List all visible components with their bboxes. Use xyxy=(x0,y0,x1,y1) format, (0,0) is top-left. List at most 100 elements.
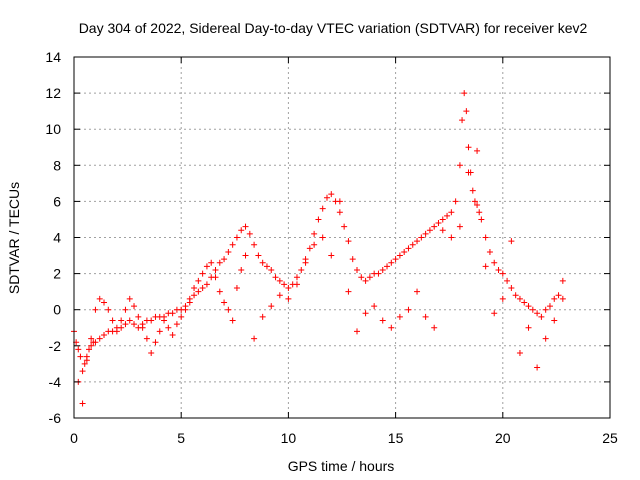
x-tick-label: 5 xyxy=(177,430,185,446)
x-tick-label: 20 xyxy=(495,430,511,446)
data-point xyxy=(414,288,421,295)
data-point xyxy=(208,259,215,266)
x-tick-label: 25 xyxy=(602,430,618,446)
data-point xyxy=(229,317,236,324)
data-point xyxy=(521,299,528,306)
data-point xyxy=(499,295,506,302)
data-point xyxy=(439,227,446,234)
data-point xyxy=(88,335,95,342)
data-point xyxy=(392,256,399,263)
data-point xyxy=(302,259,309,266)
data-point xyxy=(482,234,489,241)
data-point xyxy=(362,310,369,317)
data-point xyxy=(358,274,365,281)
data-point xyxy=(79,368,86,375)
y-tick-label: -4 xyxy=(49,374,62,390)
data-point xyxy=(448,234,455,241)
x-tick-label: 15 xyxy=(388,430,404,446)
data-point xyxy=(96,295,103,302)
data-point xyxy=(293,281,300,288)
data-point xyxy=(195,288,202,295)
data-point xyxy=(328,252,335,259)
data-point xyxy=(362,277,369,284)
data-point xyxy=(426,227,433,234)
data-point xyxy=(525,324,532,331)
data-point xyxy=(431,324,438,331)
grid-lines xyxy=(74,57,610,418)
data-point xyxy=(328,191,335,198)
data-point xyxy=(156,328,163,335)
data-point xyxy=(319,234,326,241)
data-point xyxy=(379,266,386,273)
data-point xyxy=(546,303,553,310)
data-point xyxy=(186,295,193,302)
data-point xyxy=(529,306,536,313)
data-point xyxy=(238,227,245,234)
data-point xyxy=(122,306,129,313)
data-point xyxy=(525,303,532,310)
data-point xyxy=(354,328,361,335)
x-tick-label: 0 xyxy=(70,430,78,446)
data-point xyxy=(516,350,523,357)
data-point xyxy=(225,306,232,313)
data-point xyxy=(534,310,541,317)
data-point xyxy=(169,310,176,317)
data-point xyxy=(92,339,99,346)
data-point xyxy=(474,147,481,154)
data-point xyxy=(199,270,206,277)
data-point xyxy=(495,266,502,273)
data-point xyxy=(538,313,545,320)
data-point xyxy=(491,259,498,266)
data-point xyxy=(396,313,403,320)
data-point xyxy=(118,317,125,324)
data-point xyxy=(311,230,318,237)
data-point xyxy=(478,216,485,223)
data-point xyxy=(405,245,412,252)
data-point xyxy=(422,313,429,320)
data-point xyxy=(195,277,202,284)
data-point xyxy=(559,277,566,284)
y-tick-label: -6 xyxy=(49,410,62,426)
data-point xyxy=(131,303,138,310)
data-point xyxy=(182,306,189,313)
data-point xyxy=(135,313,142,320)
data-point xyxy=(459,117,466,124)
data-point xyxy=(482,263,489,270)
data-point xyxy=(512,292,519,299)
data-point xyxy=(242,223,249,230)
data-point xyxy=(345,288,352,295)
data-point xyxy=(431,223,438,230)
data-point xyxy=(77,353,84,360)
data-point xyxy=(109,317,116,324)
x-tick-labels: 0 5 10 15 20 25 xyxy=(70,430,618,446)
data-point xyxy=(293,274,300,281)
data-points xyxy=(71,90,566,407)
data-point xyxy=(126,317,133,324)
y-tick-label: 14 xyxy=(45,49,61,65)
data-point xyxy=(371,303,378,310)
data-point xyxy=(169,331,176,338)
data-point xyxy=(233,234,240,241)
data-point xyxy=(96,335,103,342)
data-point xyxy=(122,321,129,328)
data-point xyxy=(152,339,159,346)
data-point xyxy=(542,306,549,313)
data-point xyxy=(311,241,318,248)
data-point xyxy=(463,108,470,115)
data-point xyxy=(233,285,240,292)
data-point xyxy=(143,335,150,342)
data-point xyxy=(229,241,236,248)
data-point xyxy=(444,212,451,219)
data-point xyxy=(225,248,232,255)
data-point xyxy=(216,259,223,266)
x-axis-label: GPS time / hours xyxy=(288,458,395,474)
data-point xyxy=(281,281,288,288)
data-point xyxy=(349,256,356,263)
data-point xyxy=(101,299,108,306)
data-point xyxy=(319,205,326,212)
data-point xyxy=(388,259,395,266)
data-point xyxy=(251,241,258,248)
data-point xyxy=(86,346,93,353)
data-point xyxy=(263,263,270,270)
